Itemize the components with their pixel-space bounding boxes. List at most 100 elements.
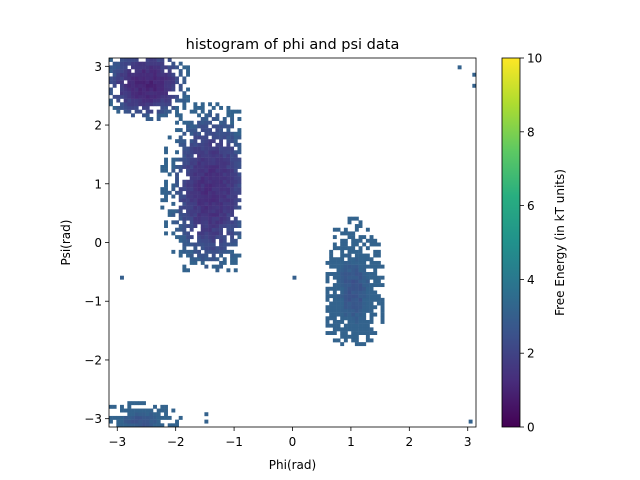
- heatmap-cell: [124, 420, 128, 424]
- heatmap-cell: [215, 235, 219, 239]
- heatmap-cell: [359, 305, 363, 309]
- heatmap-cell: [127, 106, 131, 110]
- heatmap-cell: [329, 287, 333, 291]
- heatmap-cell: [377, 254, 381, 258]
- heatmap-cell: [171, 183, 175, 187]
- heatmap-cell: [149, 58, 153, 62]
- heatmap-cell: [212, 124, 216, 128]
- heatmap-cell: [160, 73, 164, 77]
- heatmap-cell: [381, 316, 385, 320]
- heatmap-cell: [190, 165, 194, 169]
- heatmap-cell: [204, 180, 208, 184]
- heatmap-cell: [234, 231, 238, 235]
- heatmap-cell: [226, 220, 230, 224]
- heatmap-cell: [171, 84, 175, 88]
- heatmap-cell: [337, 320, 341, 324]
- heatmap-cell: [230, 180, 234, 184]
- heatmap-cell: [157, 73, 161, 77]
- heatmap-cell: [201, 117, 205, 121]
- heatmap-cell: [182, 217, 186, 221]
- heatmap-cell: [197, 165, 201, 169]
- heatmap-cell: [373, 283, 377, 287]
- heatmap-cell: [204, 228, 208, 232]
- heatmap-cell: [193, 102, 197, 106]
- heatmap-cell: [333, 338, 337, 342]
- heatmap-cell: [355, 228, 359, 232]
- heatmap-cell: [186, 69, 190, 73]
- heatmap-cell: [168, 135, 172, 139]
- heatmap-cell: [204, 158, 208, 162]
- heatmap-cell: [208, 132, 212, 136]
- heatmap-cell: [215, 172, 219, 176]
- x-tick-label: 3: [464, 435, 472, 449]
- heatmap-cell: [131, 106, 135, 110]
- heatmap-cell: [168, 172, 172, 176]
- heatmap-cell: [168, 99, 172, 103]
- heatmap-cell: [186, 165, 190, 169]
- heatmap-cell: [373, 261, 377, 265]
- heatmap-cell: [175, 139, 179, 143]
- heatmap-cell: [208, 128, 212, 132]
- heatmap-cell: [164, 147, 168, 151]
- heatmap-cell: [212, 158, 216, 162]
- heatmap-cell: [234, 254, 238, 258]
- heatmap-cell: [337, 257, 341, 261]
- heatmap-cell: [182, 76, 186, 80]
- heatmap-cell: [124, 58, 128, 62]
- heatmap-cell: [197, 235, 201, 239]
- heatmap-cell: [370, 265, 374, 269]
- heatmap-cell: [204, 195, 208, 199]
- heatmap-cell: [373, 268, 377, 272]
- heatmap-cell: [223, 246, 227, 250]
- heatmap-cell: [237, 191, 241, 195]
- heatmap-cell: [351, 305, 355, 309]
- heatmap-cell: [381, 309, 385, 313]
- heatmap-cell: [344, 327, 348, 331]
- heatmap-cell: [135, 106, 139, 110]
- heatmap-cell: [157, 58, 161, 62]
- heatmap-cell: [201, 254, 205, 258]
- heatmap-cell: [337, 283, 341, 287]
- heatmap-cell: [355, 309, 359, 313]
- heatmap-cell: [120, 76, 124, 80]
- heatmap-cell: [230, 250, 234, 254]
- heatmap-cell: [226, 165, 230, 169]
- heatmap-cell: [212, 135, 216, 139]
- heatmap-cell: [362, 316, 366, 320]
- heatmap-cell: [204, 257, 208, 261]
- heatmap-cell: [355, 342, 359, 346]
- heatmap-cell: [223, 158, 227, 162]
- heatmap-cell: [208, 139, 212, 143]
- heatmap-cell: [168, 69, 172, 73]
- heatmap-cell: [366, 283, 370, 287]
- heatmap-cell: [237, 220, 241, 224]
- heatmap-cell: [326, 331, 330, 335]
- colorbar-tick-label: 6: [527, 199, 535, 213]
- heatmap-cell: [223, 135, 227, 139]
- heatmap-cell: [127, 420, 131, 424]
- heatmap-cell: [351, 272, 355, 276]
- heatmap-cell: [215, 187, 219, 191]
- heatmap-cell: [326, 272, 330, 276]
- heatmap-cell: [340, 261, 344, 265]
- heatmap-cell: [160, 206, 164, 210]
- heatmap-cell: [160, 88, 164, 92]
- heatmap-cell: [149, 110, 153, 114]
- heatmap-cell: [362, 320, 366, 324]
- heatmap-cell: [164, 150, 168, 154]
- heatmap-cell: [109, 65, 113, 69]
- heatmap-cell: [164, 183, 168, 187]
- heatmap-cell: [138, 412, 142, 416]
- heatmap-cell: [362, 294, 366, 298]
- heatmap-cell: [146, 420, 150, 424]
- heatmap-cell: [201, 150, 205, 154]
- heatmap-cell: [157, 95, 161, 99]
- heatmap-cell: [219, 213, 223, 217]
- heatmap-cell: [359, 224, 363, 228]
- heatmap-cell: [197, 239, 201, 243]
- heatmap-cell: [190, 169, 194, 173]
- heatmap-cell: [234, 110, 238, 114]
- heatmap-cell: [219, 165, 223, 169]
- heatmap-cell: [142, 65, 146, 69]
- heatmap-cell: [340, 313, 344, 317]
